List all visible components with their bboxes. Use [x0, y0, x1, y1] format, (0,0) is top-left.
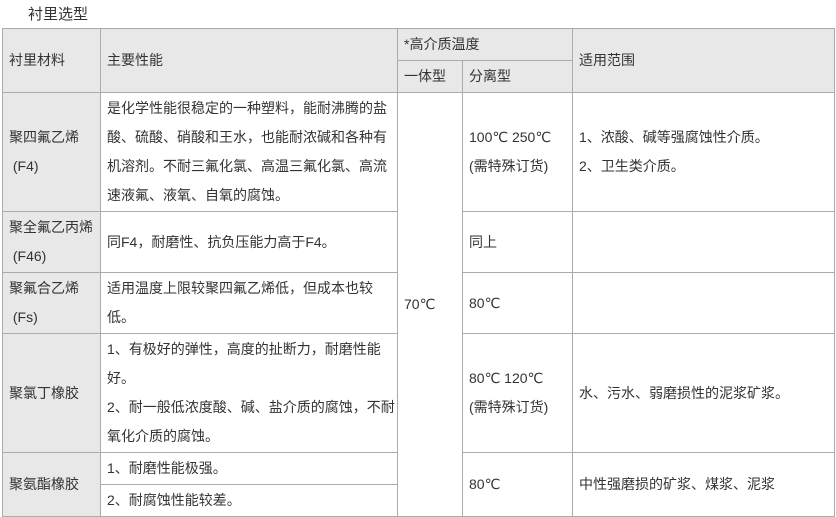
- page-title: 衬里选型: [28, 6, 89, 23]
- table-row-fs: 聚氟合乙烯 (Fs) 适用温度上限较聚四氟乙烯低，但成本也较 低。 80℃: [2, 272, 836, 334]
- table-row-f4: 聚四氟乙烯 (F4) 是化学性能很稳定的一种塑料，能耐沸腾的盐 酸、硫酸、硝酸和…: [2, 92, 836, 517]
- performance-cell: 适用温度上限较聚四氟乙烯低，但成本也较 低。: [100, 272, 398, 334]
- material-cell: 聚四氟乙烯 (F4): [2, 92, 101, 212]
- separate-temp-cell: 100℃ 250℃ (需特殊订货): [461, 92, 574, 212]
- col-header-separate: 分离型: [461, 60, 574, 93]
- header-row-1: 衬里材料 主要性能 *高介质温度 适用范围: [2, 28, 836, 93]
- scope-cell: 中性强磨损的矿浆、煤浆、泥浆: [572, 452, 836, 517]
- scope-cell: [572, 272, 836, 334]
- scope-cell: [572, 211, 836, 273]
- separate-temp-cell: 同上: [461, 211, 574, 273]
- material-cell: 聚氯丁橡胶: [2, 333, 101, 453]
- scope-cell: 1、浓酸、碱等强腐蚀性介质。 2、卫生类介质。: [572, 92, 836, 212]
- scope-cell: 水、污水、弱磨损性的泥浆矿浆。: [572, 333, 836, 453]
- integral-temp-cell: 70℃: [397, 92, 463, 517]
- table-row-polyurethane: 聚氨酯橡胶 1、耐磨性能极强。 80℃ 中性强磨损的矿浆、煤浆、泥浆: [2, 452, 836, 517]
- col-header-performance: 主要性能: [100, 28, 398, 93]
- col-header-temperature: *高介质温度: [396, 28, 574, 61]
- performance-cell: 2、耐腐蚀性能较差。: [100, 484, 398, 517]
- col-header-scope: 适用范围: [572, 28, 836, 93]
- performance-cell: 1、耐磨性能极强。: [100, 452, 398, 485]
- cutoff-table-fragment: [397, 486, 398, 493]
- material-cell: 聚全氟乙丙烯 (F46): [2, 211, 101, 273]
- material-cell: 聚氨酯橡胶: [2, 452, 101, 517]
- separate-temp-cell: 80℃: [461, 272, 574, 334]
- performance-cell: 1、有极好的弹性，高度的扯断力，耐磨性能 好。 2、耐一般低浓度酸、碱、盐介质的…: [100, 333, 398, 453]
- material-cell: 聚氟合乙烯 (Fs): [2, 272, 101, 334]
- performance-cell: 同F4，耐磨性、抗负压能力高于F4。: [100, 211, 398, 273]
- col-header-material: 衬里材料: [2, 28, 101, 93]
- lining-selection-table: 衬里材料 主要性能 *高介质温度 适用范围 一体型 分离型 聚四氟乙烯 (F4)…: [2, 28, 836, 517]
- separate-temp-cell: 80℃: [461, 452, 574, 517]
- separate-temp-cell: 80℃ 120℃ (需特殊订货): [461, 333, 574, 453]
- header-row-2: 一体型 分离型: [3, 60, 835, 93]
- col-header-integral: 一体型: [397, 60, 463, 93]
- performance-cell: 是化学性能很稳定的一种塑料，能耐沸腾的盐 酸、硫酸、硝酸和王水，也能耐浓碱和各种…: [100, 92, 398, 212]
- table-row-f46: 聚全氟乙丙烯 (F46) 同F4，耐磨性、抗负压能力高于F4。 同上: [2, 211, 836, 273]
